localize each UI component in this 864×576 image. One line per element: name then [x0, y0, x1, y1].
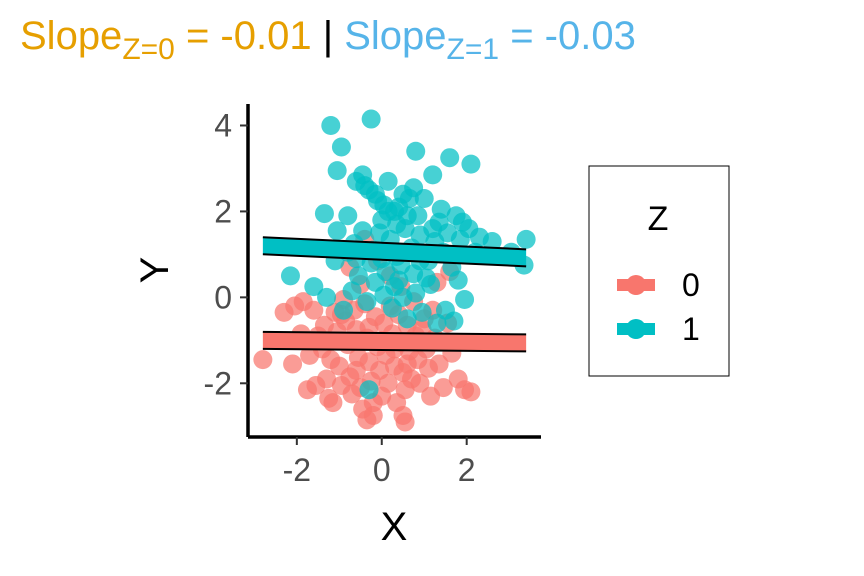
title-z0-value: = -0.01 [174, 14, 312, 58]
data-point [327, 161, 347, 181]
data-point [346, 360, 366, 380]
data-point [280, 266, 300, 286]
data-point [410, 373, 430, 393]
y-tick-label: 0 [214, 279, 232, 315]
series-1-points [280, 109, 536, 400]
legend-entry-1: 1 [617, 311, 700, 347]
title-z1-value: = -0.03 [499, 14, 636, 58]
data-point [448, 270, 468, 290]
legend-key-point [626, 275, 646, 295]
fit-edge [262, 253, 527, 268]
data-point [300, 345, 320, 365]
data-point [421, 386, 441, 406]
data-point [429, 354, 449, 374]
data-point [482, 231, 502, 251]
data-point [357, 292, 377, 312]
data-point [416, 268, 436, 288]
fit-ribbon [262, 237, 527, 267]
chart-title: SlopeZ=0 = -0.01 | SlopeZ=1 = -0.03 [20, 14, 636, 67]
data-point [461, 382, 481, 402]
data-point [317, 287, 337, 307]
points-layer [253, 109, 536, 432]
fit-edge [262, 347, 527, 353]
data-point [397, 309, 417, 329]
axes-layer: -2 0 2 -2 0 2 4 [204, 104, 541, 488]
data-point [304, 277, 324, 297]
fit-ribbon [262, 331, 527, 352]
data-point [414, 189, 434, 209]
data-point [334, 300, 354, 320]
data-point [389, 197, 409, 217]
data-point [393, 287, 413, 307]
x-tick-label: 0 [373, 452, 391, 488]
data-point [365, 184, 385, 204]
data-point [253, 350, 273, 370]
title-z0-subscript: Z=0 [122, 33, 175, 66]
data-point [378, 171, 398, 191]
y-tick-label: 2 [214, 193, 232, 229]
data-point [321, 350, 341, 370]
legend-title: Z [648, 200, 669, 238]
data-point [406, 141, 426, 161]
fit-edge [262, 236, 527, 251]
legend-label: 0 [682, 267, 700, 303]
fit-lines-layer [262, 236, 527, 353]
data-point [327, 221, 347, 241]
data-point [516, 229, 536, 249]
data-point [342, 281, 362, 301]
fit-edge [262, 330, 527, 336]
title-slope-z0: SlopeZ=0 = -0.01 [20, 14, 312, 66]
legend: Z 01 [588, 165, 730, 377]
data-point [431, 199, 451, 219]
title-z0-prefix: Slope [20, 14, 123, 58]
data-point [359, 380, 379, 400]
x-axis-label: X [381, 505, 408, 549]
data-point [353, 221, 373, 241]
data-point [461, 154, 481, 174]
data-point [331, 137, 351, 157]
data-point [412, 302, 432, 322]
title-z1-prefix: Slope [344, 14, 447, 58]
data-point [323, 393, 343, 413]
y-tick-label: -2 [204, 365, 232, 401]
legend-label: 1 [682, 311, 700, 347]
title-z1-subscript: Z=1 [446, 33, 500, 66]
fit-line-0 [262, 330, 527, 353]
legend-box [588, 165, 730, 377]
y-axis-label: Y [133, 257, 177, 284]
data-point [423, 165, 443, 185]
title-slope-z1: SlopeZ=1 = -0.03 [344, 14, 636, 66]
data-point [357, 410, 377, 430]
data-point [304, 300, 324, 320]
data-point [378, 373, 398, 393]
y-tick-label: 4 [214, 107, 232, 143]
data-point [455, 290, 475, 310]
data-point [297, 380, 317, 400]
data-point [395, 412, 415, 432]
data-point [338, 206, 358, 226]
x-tick-label: 2 [458, 452, 476, 488]
x-tick-label: -2 [283, 452, 311, 488]
data-point [370, 223, 390, 243]
data-point [440, 148, 460, 168]
data-point [283, 354, 303, 374]
data-point [423, 219, 443, 239]
data-point [314, 204, 334, 224]
data-point [444, 311, 464, 331]
legend-key-point [626, 319, 646, 339]
title-separator: | [311, 14, 345, 58]
data-point [321, 115, 341, 135]
legend-entries: 01 [617, 267, 700, 347]
data-point [361, 109, 381, 129]
data-point [314, 315, 334, 335]
data-point [397, 354, 417, 374]
data-point [348, 266, 368, 286]
legend-entry-0: 0 [617, 267, 700, 303]
fit-line-1 [262, 236, 527, 268]
